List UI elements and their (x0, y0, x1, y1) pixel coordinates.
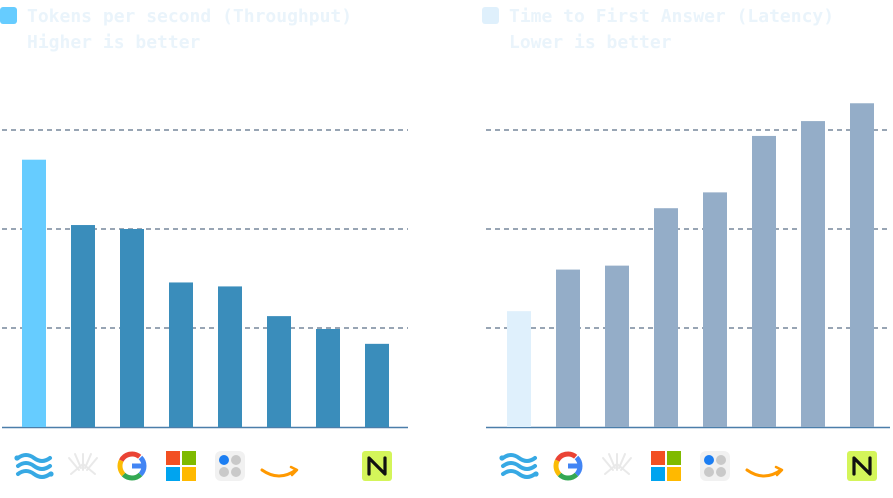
legend-text-latency: Time to First Answer (Latency) Lower is … (509, 4, 834, 56)
legend-swatch-latency (482, 7, 499, 24)
bar-google (120, 229, 144, 427)
legend-text-throughput: Tokens per second (Throughput) Higher is… (27, 4, 352, 56)
bar-together-ai (218, 286, 242, 427)
perplexity-icon (68, 453, 98, 475)
microsoft-icon (166, 451, 196, 481)
legend-throughput: Tokens per second (Throughput) Higher is… (0, 4, 352, 56)
bar-perplexity (71, 225, 95, 427)
bar-microsoft (654, 208, 678, 427)
together-ai-icon (215, 451, 245, 481)
nvidia-nim-icon (362, 451, 392, 481)
bar-google (556, 269, 580, 427)
perplexity-icon (602, 453, 632, 475)
google-icon (553, 451, 583, 481)
legend-latency: Time to First Answer (Latency) Lower is … (482, 4, 834, 56)
amazon-icon (745, 465, 784, 478)
nvidia-nim-icon (847, 451, 877, 481)
legend-note-throughput: Higher is better (27, 32, 201, 53)
bar-nvidia-nim (850, 103, 874, 428)
cerebras-icon (499, 453, 539, 479)
bar-amazon (752, 135, 776, 427)
legend-swatch-throughput (0, 7, 17, 24)
together-ai-icon (700, 451, 730, 481)
legend-title-throughput: Tokens per second (Throughput) (27, 6, 353, 27)
bar-microsoft (169, 282, 193, 427)
bar-perplexity (605, 265, 629, 427)
bar-nvidia-nim (365, 343, 389, 427)
bar-cerebras (22, 159, 46, 427)
bar-blank (316, 328, 340, 427)
chart-1 (486, 103, 890, 481)
legend-note-latency: Lower is better (509, 32, 672, 53)
bar-together-ai (703, 192, 727, 427)
bar-cerebras (507, 311, 531, 427)
amazon-icon (260, 465, 299, 478)
google-icon (117, 451, 147, 481)
microsoft-icon (651, 451, 681, 481)
bar-blank (801, 121, 825, 427)
chart-0 (2, 129, 408, 481)
legend-title-latency: Time to First Answer (Latency) (509, 6, 835, 27)
bar-amazon (267, 316, 291, 427)
cerebras-icon (14, 453, 54, 479)
